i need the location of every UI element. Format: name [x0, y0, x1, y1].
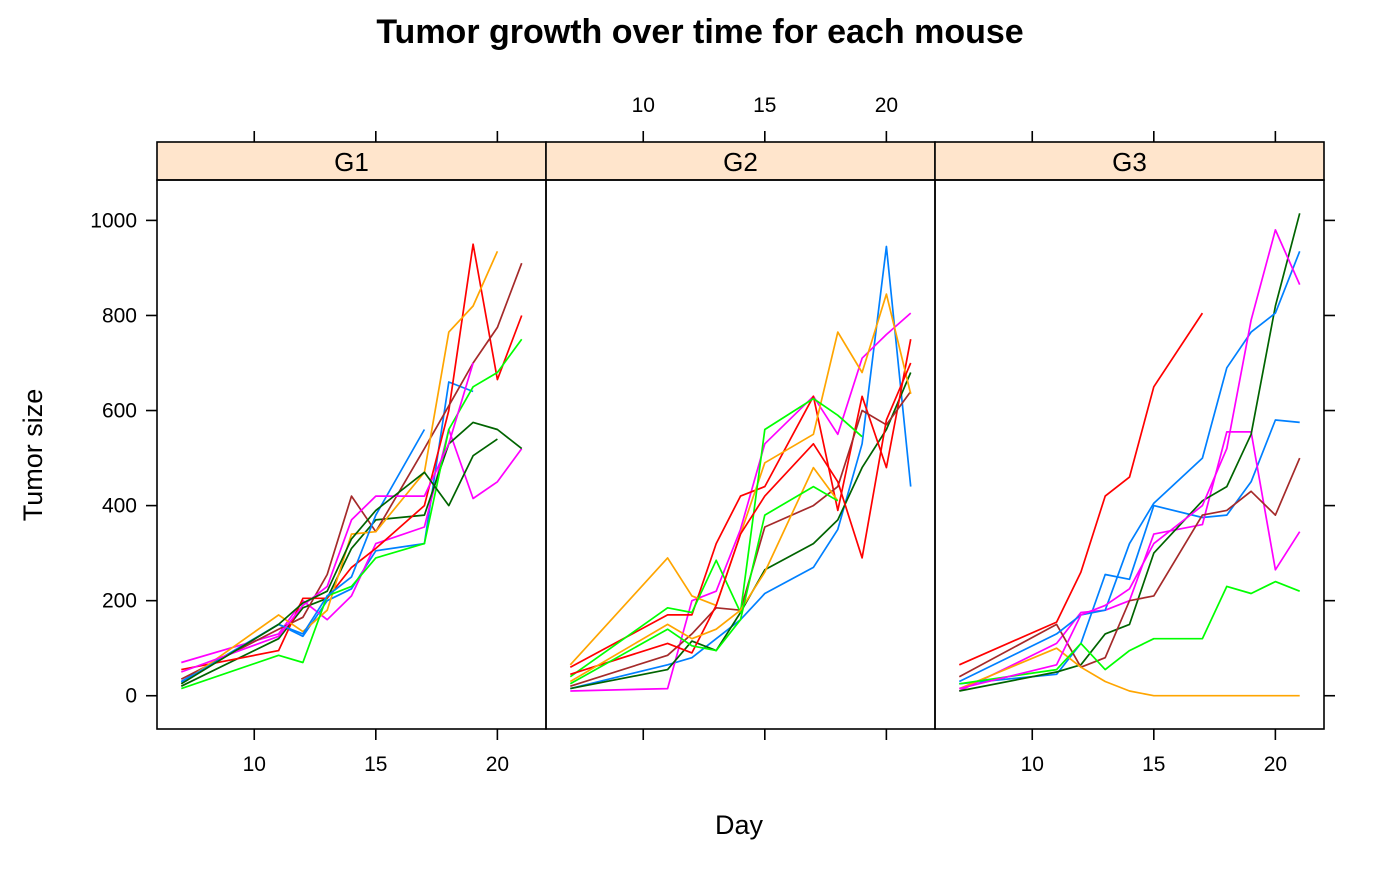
series-line-G2-9 [569, 466, 839, 683]
series-line-G3-7 [959, 580, 1301, 685]
series-line-G3-5 [958, 457, 1301, 678]
series-line-G1-1 [180, 381, 474, 683]
series-line-G3-1 [959, 419, 1300, 685]
series-line-G2-5 [570, 390, 912, 688]
y-tick-label-0: 0 [125, 685, 137, 708]
panel-frame-G1 [156, 179, 547, 730]
series-line-G1-7 [181, 338, 523, 690]
series-line-G3-4 [958, 312, 1204, 666]
series-line-G1-6 [180, 250, 499, 685]
series-line-G2-4 [569, 339, 912, 668]
y-tick-label-200: 200 [102, 590, 137, 613]
x-tick-label-G3-10: 10 [1021, 753, 1044, 776]
panel-frame-G3 [934, 179, 1325, 730]
series-line-G1-9 [181, 362, 474, 673]
y-tick-label-1000: 1000 [90, 209, 137, 232]
series-line-G3-2 [958, 431, 1301, 692]
y-tick-label-800: 800 [102, 304, 137, 327]
x-tick-label-G3-20: 20 [1264, 753, 1287, 776]
series-line-G3-9 [959, 229, 1301, 690]
y-tick-label-600: 600 [102, 400, 137, 423]
series-line-G1-2 [181, 428, 523, 664]
strip-label-G3: G3 [1112, 147, 1147, 177]
series-line-G2-2 [570, 312, 912, 692]
series-line-G1-10 [180, 438, 498, 685]
y-tick-label-400: 400 [102, 495, 137, 518]
x-tick-label-G1-10: 10 [243, 753, 266, 776]
series-line-G1-8 [180, 429, 426, 684]
panel-frame-G2 [545, 179, 936, 730]
series-line-G2-6 [569, 293, 912, 666]
series-line-G1-5 [180, 262, 523, 680]
strip-G3 [934, 141, 1325, 181]
strip-label-G1: G1 [334, 147, 369, 177]
series-line-G2-7 [569, 397, 863, 678]
y-axis-label: Tumor size [18, 389, 48, 522]
strip-G1 [156, 141, 547, 181]
x-axis-label: Day [715, 810, 764, 840]
x-tick-label-G3-15: 15 [1142, 753, 1165, 776]
x-tick-label-G1-20: 20 [486, 753, 509, 776]
series-line-G3-6 [958, 647, 1300, 697]
chart-title: Tumor growth over time for each mouse [376, 13, 1023, 51]
strip-label-G2: G2 [723, 147, 758, 177]
series-line-G2-10 [569, 485, 839, 685]
x-tick-label-G2-15: 15 [753, 94, 776, 117]
series-line-G3-3 [959, 213, 1301, 692]
series-line-G1-3 [180, 421, 523, 687]
series-line-G3-8 [958, 250, 1301, 683]
x-tick-label-G2-10: 10 [632, 94, 655, 117]
x-tick-label-G1-15: 15 [364, 753, 387, 776]
series-line-G2-1 [570, 245, 912, 690]
x-tick-label-G2-20: 20 [875, 94, 898, 117]
series-line-G2-8 [570, 362, 912, 676]
